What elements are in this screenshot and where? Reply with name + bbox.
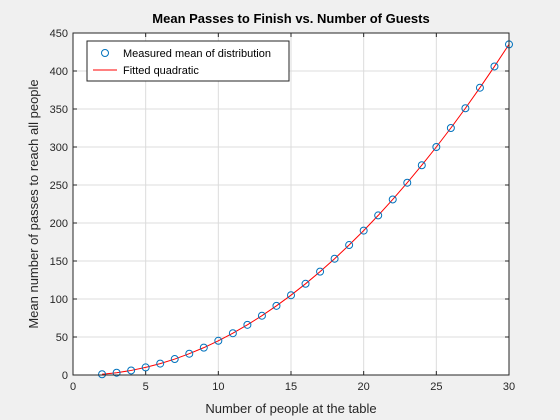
x-tick-label: 15: [285, 381, 297, 393]
data-point: [432, 143, 441, 151]
fitted-quadratic-line: [102, 44, 510, 375]
data-point: [185, 349, 194, 358]
data-point: [228, 329, 237, 338]
y-tick-label: 50: [56, 332, 68, 344]
x-axis-label: Number of people at the table: [205, 401, 376, 416]
data-point: [417, 161, 426, 170]
data-point: [316, 267, 325, 276]
data-point: [403, 178, 412, 187]
data-point: [345, 241, 354, 250]
legend-box: [86, 40, 290, 82]
data-point: [359, 226, 368, 235]
data-point: [243, 320, 252, 329]
y-tick-label: 150: [50, 256, 68, 268]
data-point: [446, 124, 455, 132]
y-tick-label: 400: [50, 66, 68, 78]
legend-label-fitted: Fitted quadratic: [123, 65, 199, 77]
x-tick-label: 30: [503, 381, 515, 393]
y-tick-label: 300: [50, 142, 68, 154]
y-tick-label: 350: [50, 104, 68, 116]
data-point: [156, 359, 165, 368]
data-point: [475, 83, 484, 92]
data-point: [112, 368, 121, 377]
x-tick-label: 5: [143, 381, 149, 393]
data-point: [461, 104, 470, 113]
y-tick-label: 250: [50, 180, 68, 192]
data-point: [388, 195, 397, 204]
data-point: [141, 363, 150, 372]
data-point: [170, 355, 179, 364]
y-tick-label: 200: [50, 218, 68, 230]
chart-title: Mean Passes to Finish vs. Number of Gues…: [152, 11, 429, 26]
x-tick-label: 25: [430, 381, 442, 393]
data-point: [98, 370, 107, 379]
data-point: [374, 211, 383, 220]
data-point: [301, 279, 310, 288]
x-tick-label: 10: [212, 381, 224, 393]
data-point: [199, 343, 208, 352]
legend: Measured mean of distribution Fitted qua…: [86, 40, 290, 82]
y-tick-label: 100: [50, 294, 68, 306]
data-point: [257, 311, 266, 320]
y-axis-label: Mean number of passes to reach all peopl…: [26, 79, 41, 328]
data-point: [127, 366, 136, 375]
data-point: [330, 254, 339, 263]
data-point: [287, 291, 295, 300]
data-point: [214, 336, 223, 345]
x-tick-label: 20: [358, 381, 370, 393]
data-point: [272, 301, 281, 310]
y-tick-label: 450: [50, 28, 68, 40]
series-layer: [98, 40, 513, 379]
x-tick-label: 0: [70, 381, 76, 393]
legend-label-measured: Measured mean of distribution: [123, 48, 271, 60]
legend-marker-measured: [101, 49, 109, 57]
data-point: [490, 62, 499, 71]
y-tick-label: 0: [62, 370, 68, 382]
